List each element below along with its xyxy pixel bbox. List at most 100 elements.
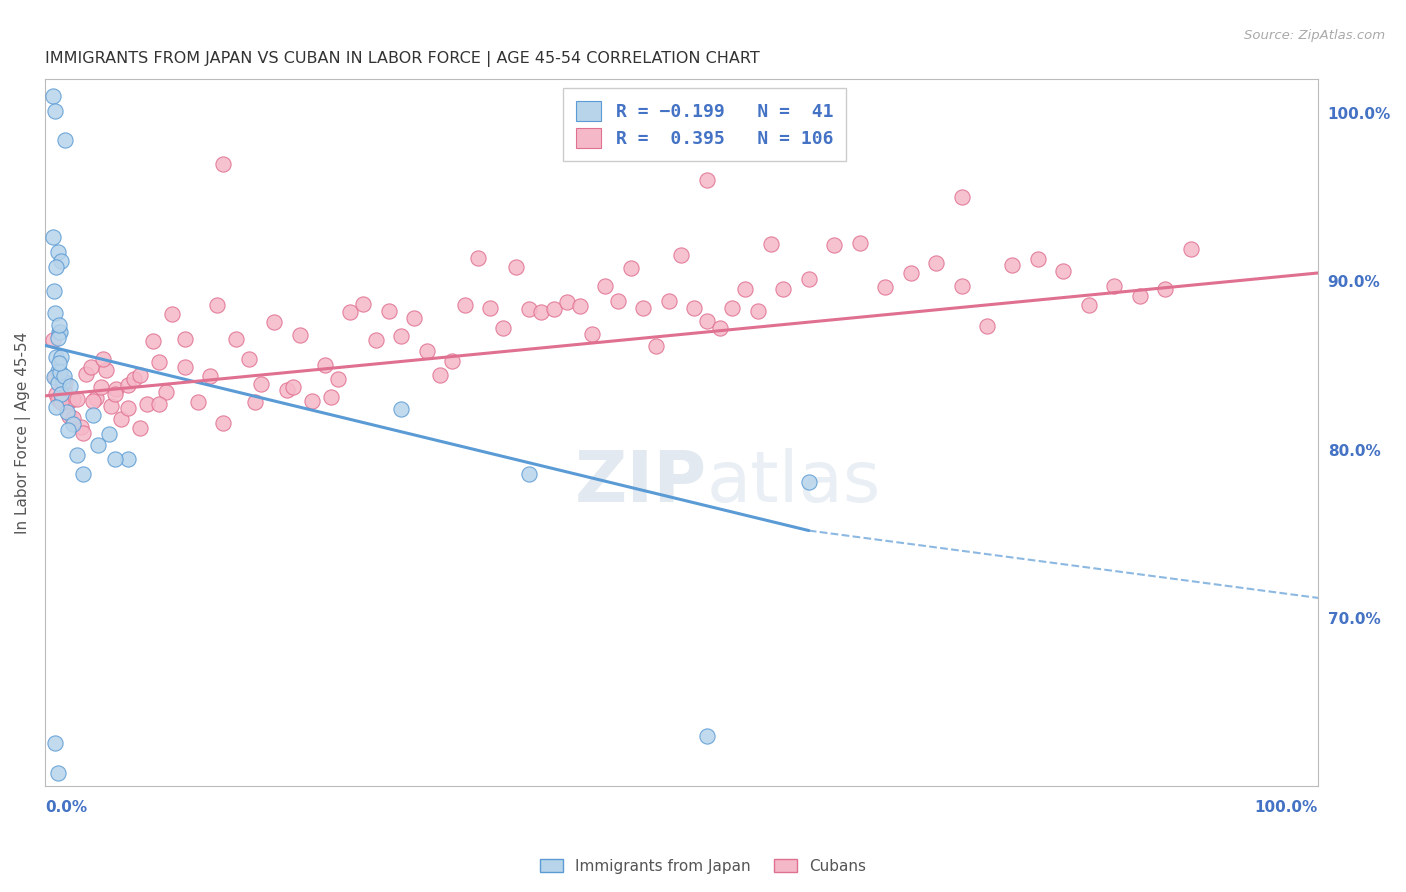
Point (104, 452, 127, 467)
Point (129, 368, 152, 383)
Point (1180, 242, 1202, 256)
Point (314, 359, 336, 373)
Point (105, 382, 128, 396)
Point (49, 365, 72, 379)
Point (823, 238, 845, 252)
Point (1001, 258, 1024, 272)
Point (174, 332, 197, 346)
Point (530, 305, 553, 319)
Point (100, 399, 122, 413)
Point (1077, 298, 1099, 312)
Point (46, 766, 69, 780)
Point (517, 467, 540, 481)
Point (56, 423, 79, 437)
Point (46, 244, 69, 259)
Text: 100.0%: 100.0% (1254, 800, 1317, 815)
Point (55, 405, 77, 419)
Point (48, 356, 70, 370)
Point (104, 387, 127, 401)
Point (925, 256, 948, 270)
Point (517, 301, 540, 316)
Text: Source: ZipAtlas.com: Source: ZipAtlas.com (1244, 29, 1385, 42)
Point (90, 380, 112, 394)
Text: ZIP: ZIP (575, 448, 707, 516)
Y-axis label: In Labor Force | Age 45-54: In Labor Force | Age 45-54 (15, 332, 31, 534)
Point (117, 378, 139, 392)
Point (155, 385, 177, 400)
Point (42, 284, 65, 298)
Point (97, 427, 120, 442)
Point (72, 426, 94, 441)
Point (148, 354, 170, 368)
Point (135, 397, 157, 411)
Point (45, 260, 67, 275)
Point (41, 230, 63, 244)
Point (174, 359, 197, 374)
Point (53, 375, 76, 389)
Point (389, 402, 412, 417)
Point (117, 401, 139, 415)
Point (48, 318, 70, 333)
Point (301, 393, 323, 408)
Point (606, 293, 628, 308)
Point (747, 304, 769, 318)
Point (1129, 289, 1152, 303)
Point (364, 333, 387, 347)
Point (129, 421, 152, 435)
Point (46, 376, 69, 391)
Point (339, 305, 361, 319)
Point (87, 438, 110, 452)
Point (709, 321, 731, 335)
Point (45, 351, 67, 365)
Point (593, 278, 616, 293)
Point (721, 301, 744, 315)
Point (683, 301, 706, 315)
Point (110, 412, 132, 426)
Point (263, 315, 285, 329)
Point (645, 339, 668, 353)
Point (875, 279, 897, 293)
Point (900, 266, 922, 280)
Point (51, 387, 73, 401)
Point (75, 367, 97, 381)
Point (555, 294, 578, 309)
Point (404, 310, 426, 325)
Point (467, 252, 489, 266)
Point (142, 334, 165, 348)
Point (62, 411, 84, 425)
Point (212, 417, 235, 431)
Point (238, 352, 260, 367)
Legend: R = −0.199   N =  41, R =  0.395   N = 106: R = −0.199 N = 41, R = 0.395 N = 106 (564, 88, 845, 161)
Point (321, 390, 343, 404)
Point (797, 475, 820, 489)
Point (53, 133, 76, 147)
Point (58, 409, 80, 424)
Point (441, 353, 464, 368)
Point (53, 382, 76, 396)
Point (619, 261, 641, 276)
Point (505, 260, 527, 274)
Point (848, 236, 870, 251)
Point (59, 379, 82, 393)
Point (225, 332, 247, 346)
Point (352, 297, 374, 311)
Point (46, 392, 69, 406)
Point (1104, 279, 1126, 293)
Point (416, 343, 439, 358)
Point (66, 448, 89, 462)
Point (51, 253, 73, 268)
Point (543, 301, 565, 316)
Point (976, 319, 998, 334)
Point (1154, 282, 1177, 296)
Point (212, 156, 235, 170)
Point (44, 305, 66, 319)
Point (51, 395, 73, 409)
Point (479, 301, 502, 316)
Point (53, 368, 76, 383)
Point (696, 729, 718, 743)
Point (66, 392, 89, 407)
Point (44, 736, 66, 750)
Point (389, 329, 412, 343)
Point (51, 350, 73, 364)
Point (84, 391, 107, 405)
